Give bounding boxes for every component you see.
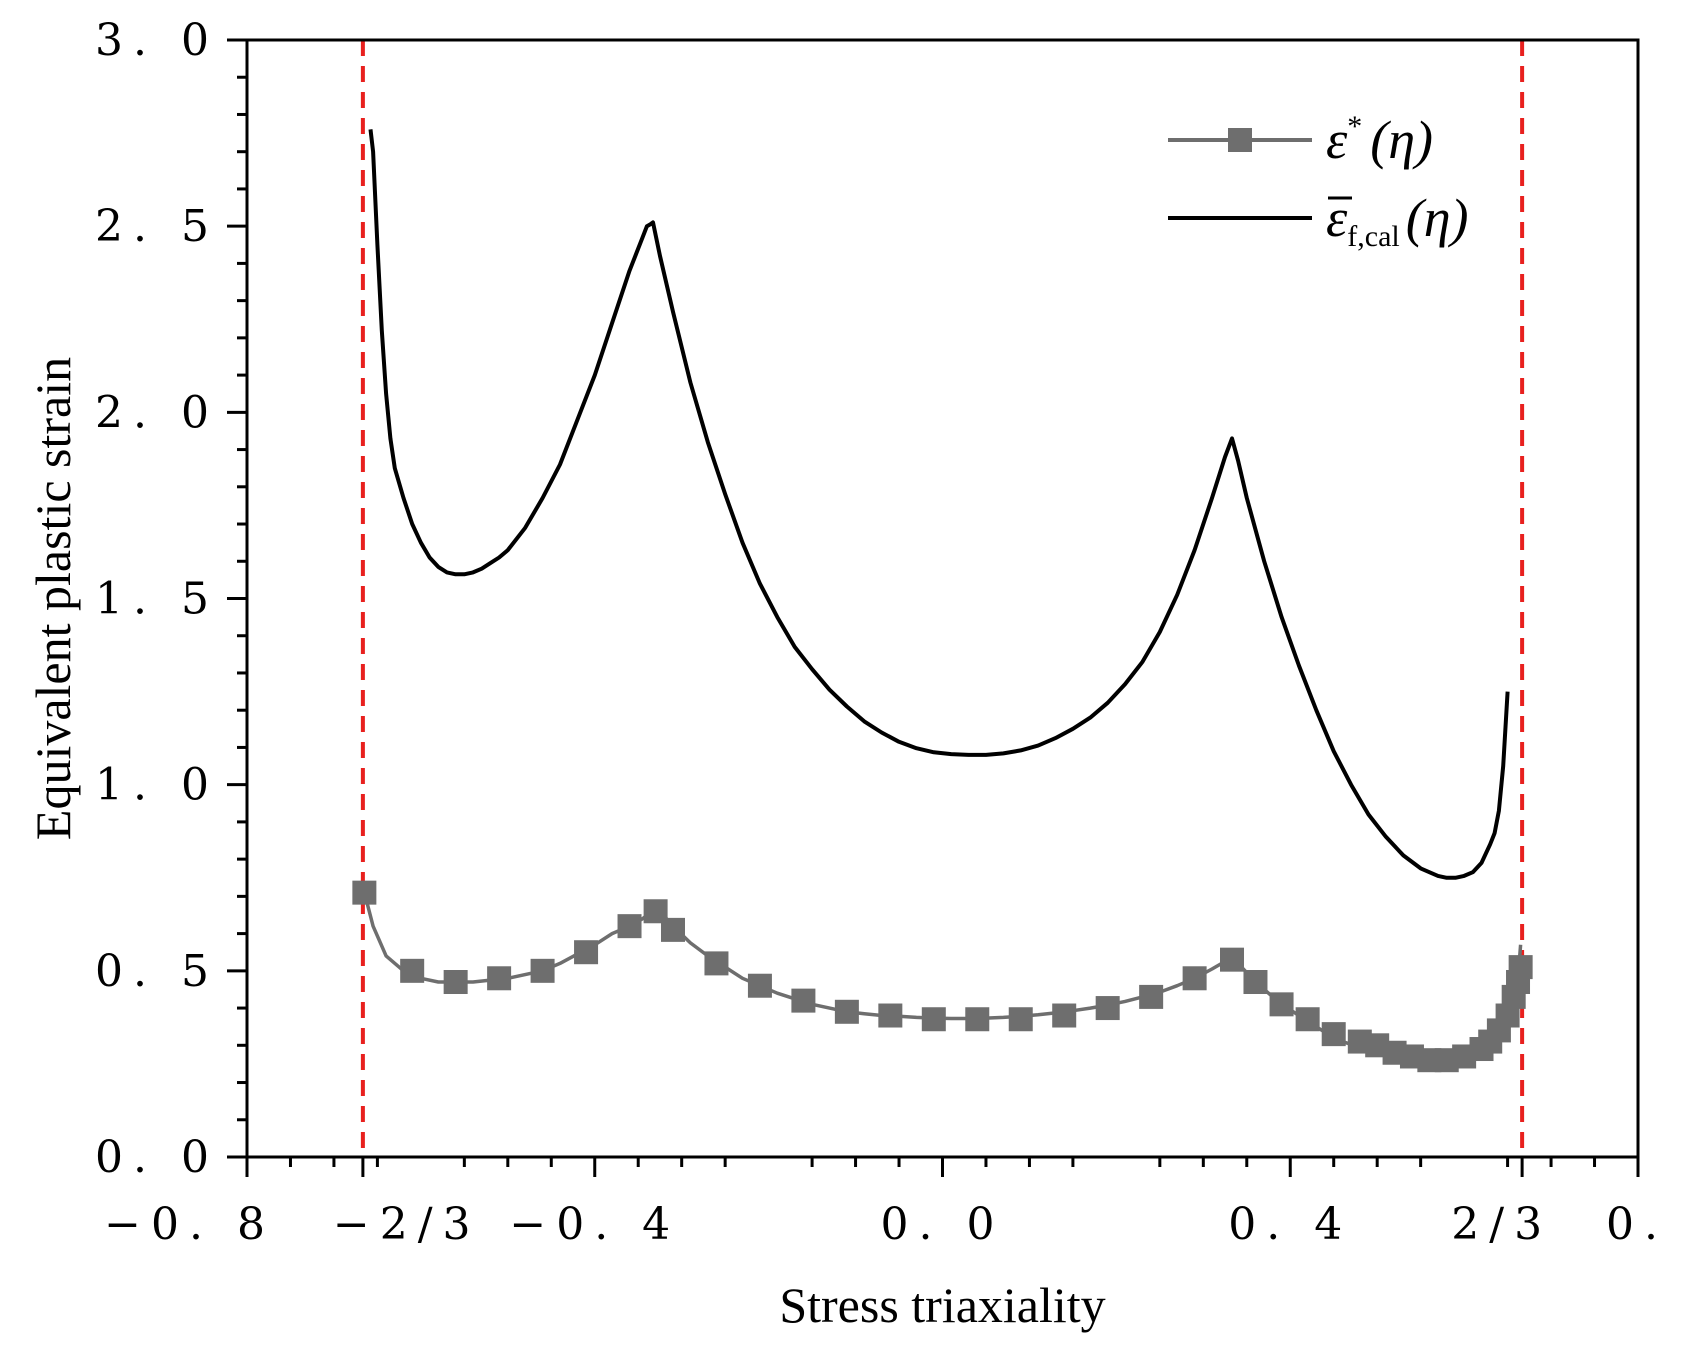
legend-label: εf,cal (η) — [1326, 188, 1469, 253]
legend-marker — [1228, 128, 1252, 152]
legend-item-1: ε* (η) — [1168, 110, 1433, 170]
data-marker — [1220, 947, 1245, 972]
data-marker — [660, 917, 685, 942]
data-marker — [1508, 955, 1533, 980]
x-axis: −0. 8 −2/3 −0. 4 0. 0 0. 4 2/3 0. 8 — [104, 1157, 1685, 1250]
y-tick-label: 0. 0 — [95, 1132, 219, 1183]
y-tick-label: 1. 0 — [95, 760, 219, 811]
data-marker — [1095, 996, 1120, 1021]
reference-lines — [360, 40, 1525, 1157]
x-axis-title: Stress triaxiality — [779, 1277, 1105, 1333]
y-tick-label: 3. 0 — [95, 15, 219, 66]
data-marker — [487, 966, 512, 991]
data-marker — [1269, 992, 1294, 1017]
y-tick-label: 2. 0 — [95, 387, 219, 438]
data-marker — [1182, 966, 1207, 991]
data-marker — [352, 880, 377, 905]
x-tick-label: 0. 4 — [1228, 1199, 1352, 1250]
x-tick-label: 0. 8 — [1606, 1199, 1685, 1250]
data-marker — [443, 970, 468, 995]
data-marker — [834, 999, 859, 1024]
data-marker — [574, 940, 599, 965]
data-marker — [617, 914, 642, 939]
y-axis: 0. 0 0. 5 1. 0 1. 5 2. 0 2. 5 3. 0 — [95, 15, 247, 1183]
data-marker — [1243, 970, 1268, 995]
x-tick-label: −2/3 — [333, 1199, 481, 1250]
x-tick-label: −0. 8 — [104, 1199, 275, 1250]
data-marker — [530, 958, 555, 983]
x-tick-label: 2/3 — [1451, 1199, 1552, 1250]
data-marker — [747, 973, 772, 998]
legend-item-2: εf,cal (η) — [1168, 188, 1469, 253]
data-marker — [400, 958, 425, 983]
data-marker — [878, 1003, 903, 1028]
series-layer — [352, 129, 1533, 1073]
data-marker — [704, 951, 729, 976]
data-marker — [921, 1007, 946, 1032]
series-line-fracture-strain — [368, 129, 1510, 880]
y-tick-label: 2. 5 — [95, 201, 219, 252]
legend: ε* (η) εf,cal (η) — [1168, 110, 1469, 253]
data-marker — [1139, 984, 1164, 1009]
x-tick-label: 0. 0 — [881, 1199, 1005, 1250]
data-marker — [1321, 1022, 1346, 1047]
legend-label: ε* (η) — [1326, 110, 1433, 170]
y-tick-label: 0. 5 — [95, 946, 219, 997]
data-marker — [1008, 1007, 1033, 1032]
data-marker — [791, 988, 816, 1013]
data-marker — [1295, 1007, 1320, 1032]
data-marker — [1052, 1003, 1077, 1028]
y-axis-title: Equivalent plastic strain — [25, 357, 81, 840]
x-tick-label: −0. 4 — [509, 1199, 680, 1250]
data-marker — [965, 1007, 990, 1032]
y-tick-label: 1. 5 — [95, 574, 219, 625]
